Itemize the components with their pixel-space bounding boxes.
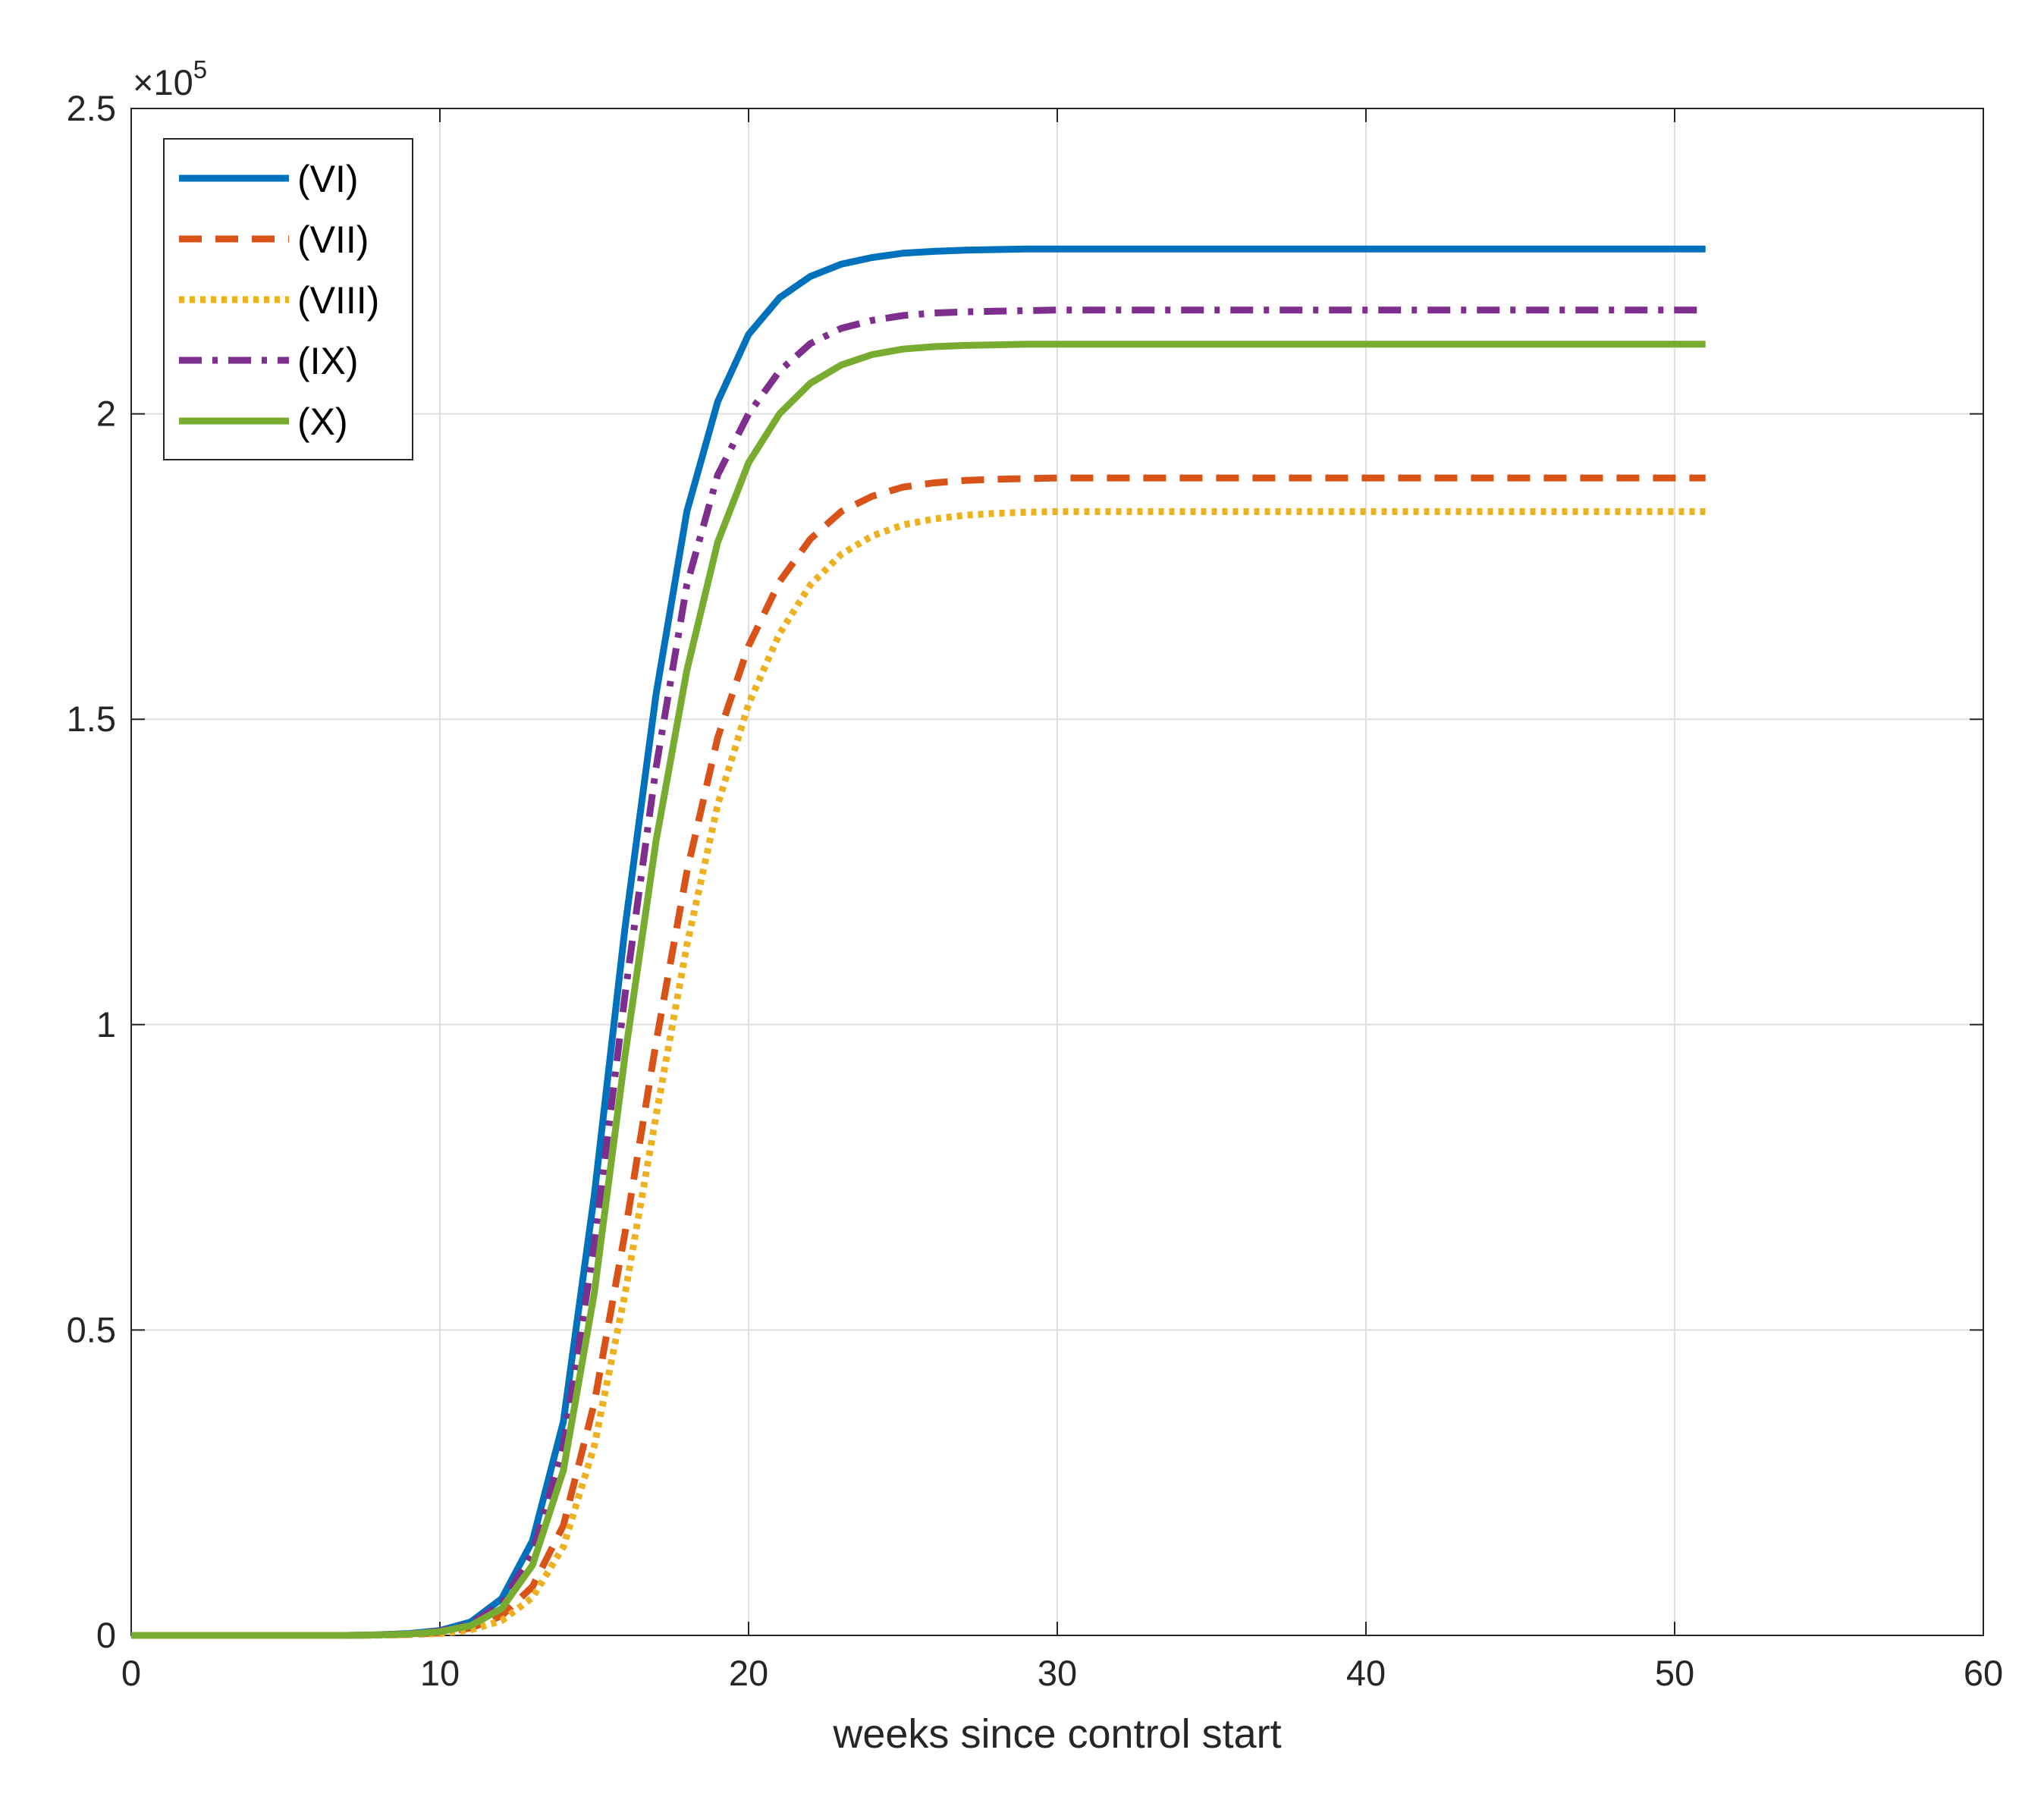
x-tick-label: 0 [121,1653,141,1693]
legend-label: (VI) [297,158,359,200]
legend-label: (VIII) [297,279,379,322]
x-tick-label: 60 [1964,1653,2003,1693]
grid [131,108,1983,1635]
y-tick-label: 2.5 [67,88,116,128]
legend: (VI) (VII) (VIII) (IX) (X) [163,138,413,460]
x-axis-label: weeks since control start [832,1711,1281,1757]
series-line-x [131,341,1706,1639]
y-tick-label: 2 [96,394,116,434]
y-multiplier-exponent: 5 [193,55,207,83]
legend-label: (VII) [297,218,369,261]
y-tick-label: 1 [96,1004,116,1045]
axis-ticks: 0 10 20 30 40 50 60 0 0.5 1 1.5 2 2.5 [67,88,2003,1693]
legend-label: (IX) [297,340,359,382]
legend-label: (X) [297,401,348,443]
series-lines [131,245,1706,1639]
y-axis-multiplier: ×105 [133,55,207,102]
x-tick-label: 50 [1655,1653,1694,1693]
y-tick-label: 1.5 [67,699,116,739]
x-tick-label: 20 [729,1653,768,1693]
series-line-viii [131,507,1706,1639]
y-tick-label: 0.5 [67,1309,116,1349]
x-tick-label: 40 [1346,1653,1386,1693]
x-tick-label: 10 [420,1653,460,1693]
y-multiplier-base: ×10 [133,62,193,102]
y-tick-label: 0 [96,1615,116,1655]
x-tick-label: 30 [1038,1653,1077,1693]
